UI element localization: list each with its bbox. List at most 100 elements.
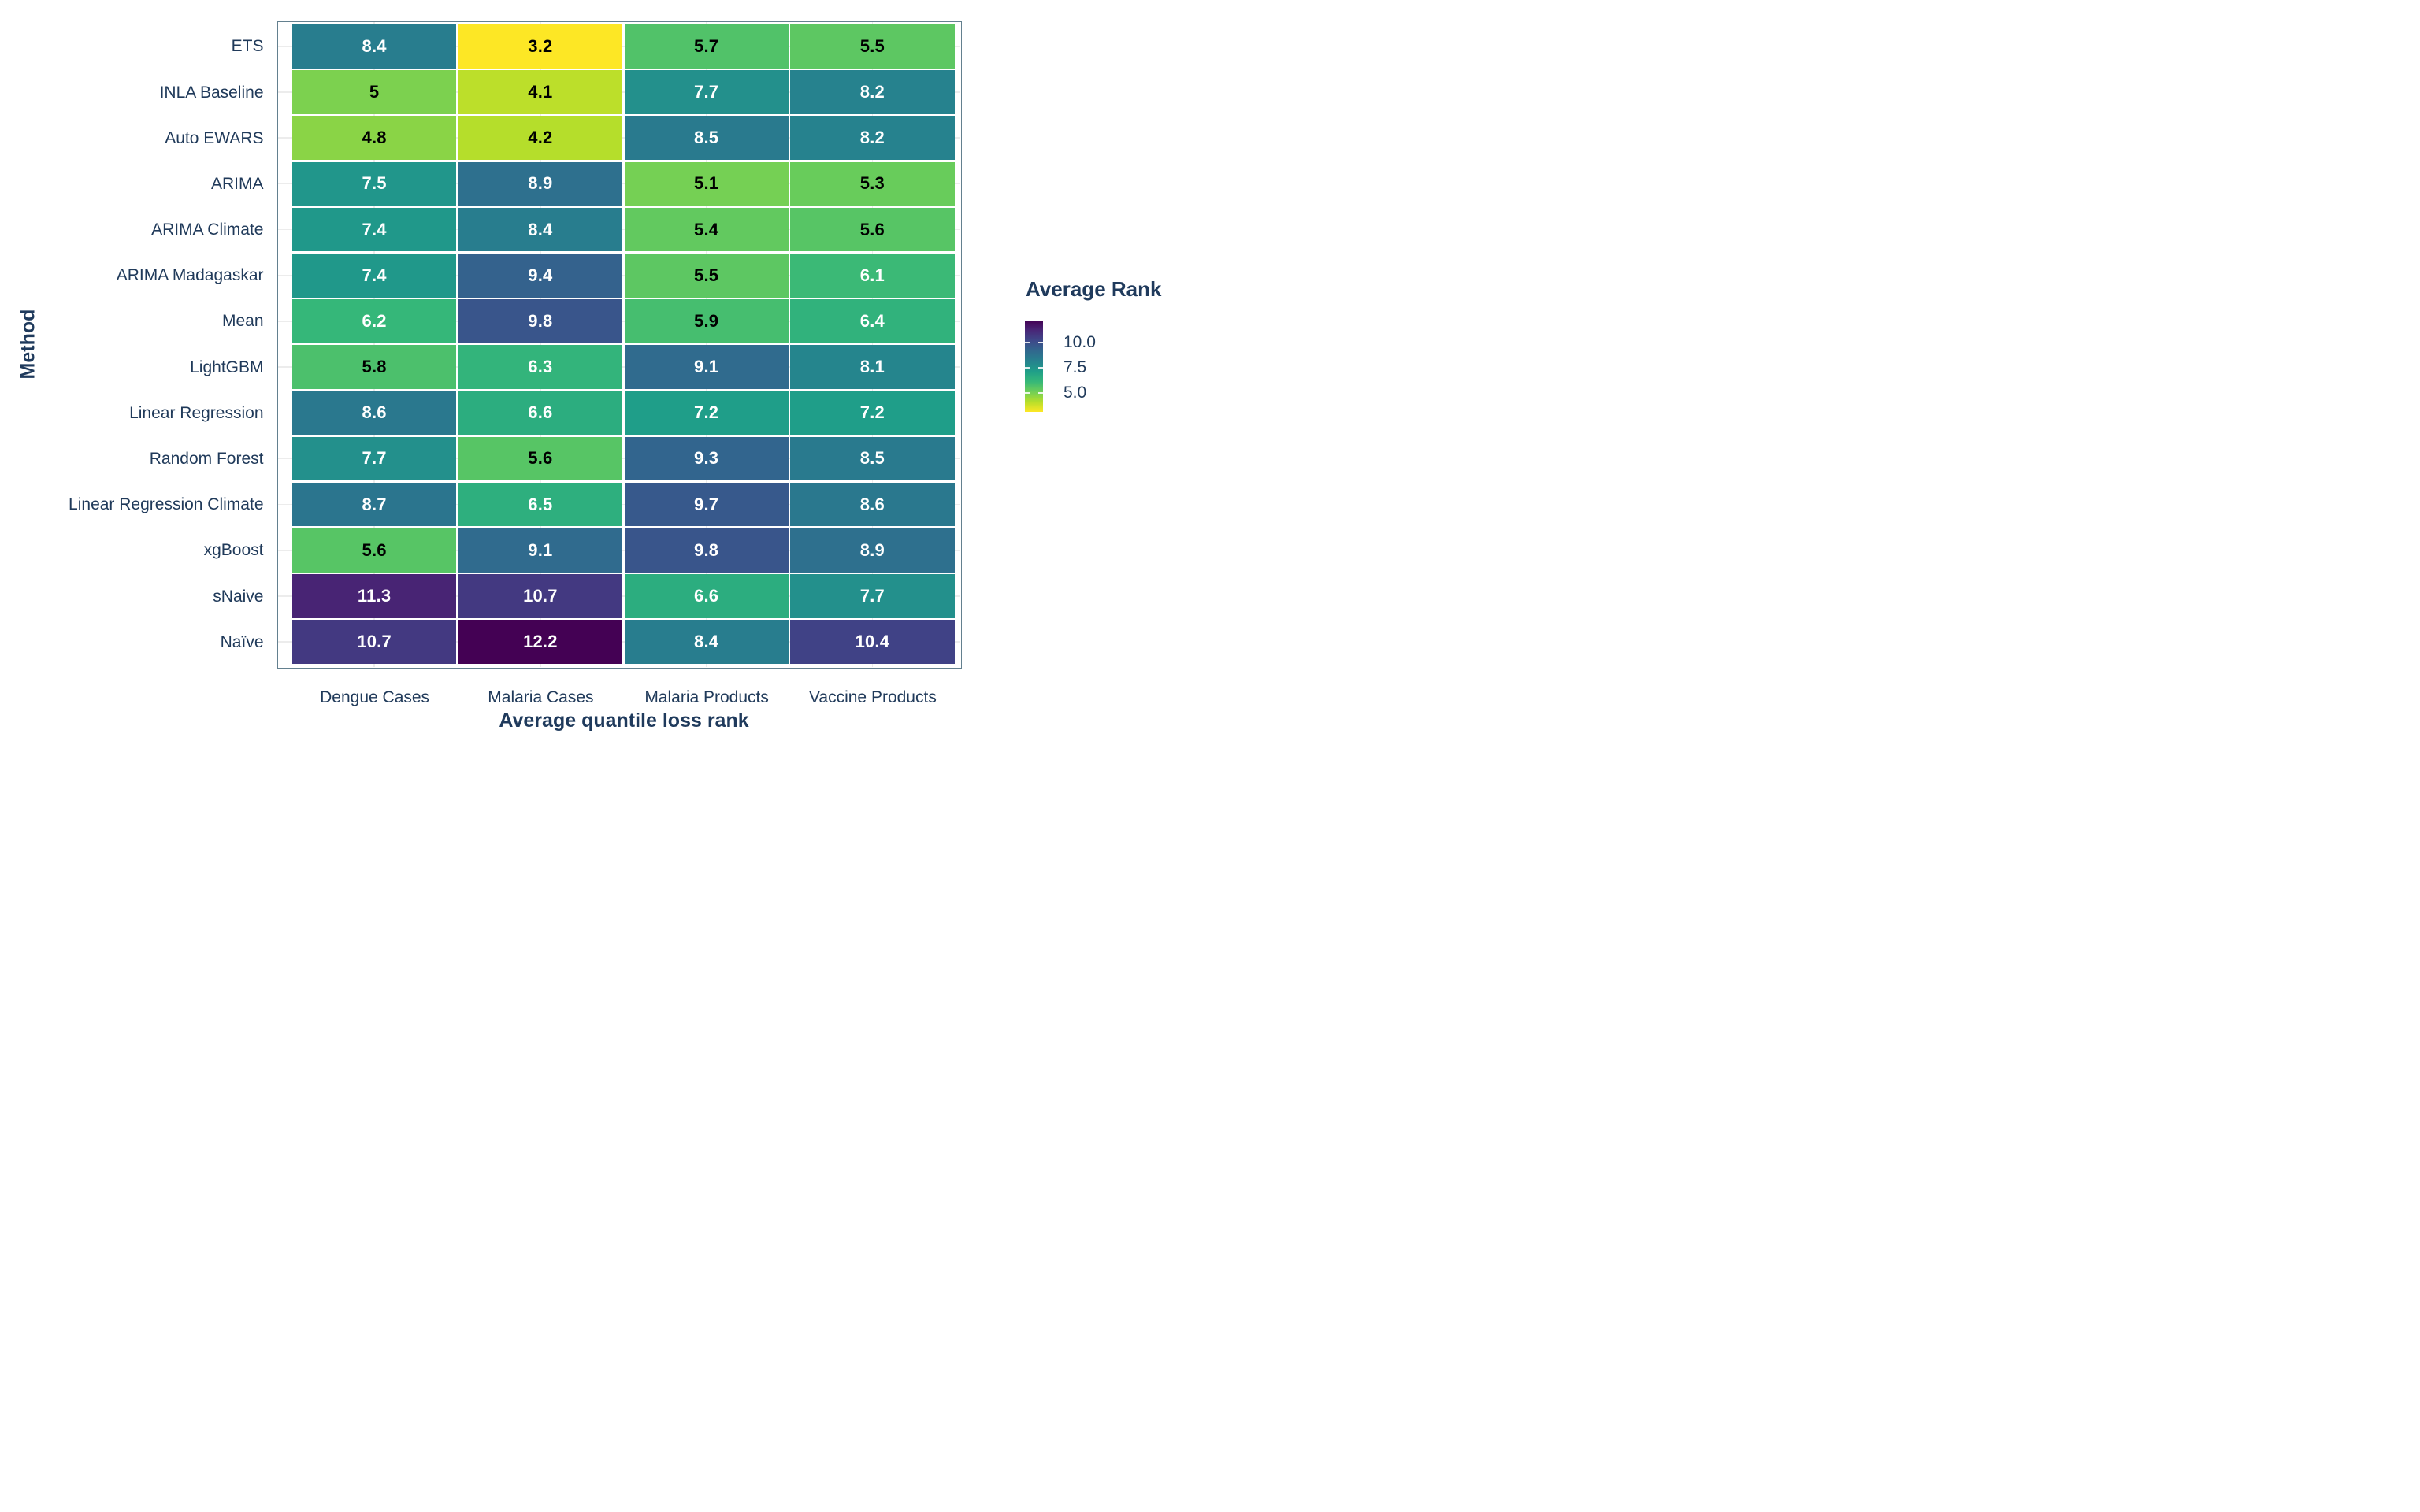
cell-value: 4.2	[528, 128, 553, 148]
y-tick-label: Linear Regression	[129, 403, 264, 422]
cell-value: 10.7	[523, 585, 558, 606]
y-tick-label: INLA Baseline	[159, 83, 264, 102]
heatmap-cell: 5.6	[292, 528, 457, 573]
x-tick-label: Malaria Products	[644, 688, 769, 706]
heatmap-cell: 8.6	[292, 391, 457, 435]
y-tick-label: Naïve	[220, 632, 264, 651]
y-tick-label: ARIMA Madagaskar	[116, 266, 264, 285]
legend-tick-label: 5.0	[1063, 384, 1087, 402]
cell-value: 5.6	[859, 219, 885, 239]
y-tick-label: sNaive	[213, 587, 264, 606]
heatmap-cell: 7.5	[292, 161, 457, 206]
cell-value: 5	[369, 82, 380, 102]
heatmap-cell: 8.2	[790, 70, 955, 114]
heatmap-cell: 7.4	[292, 253, 457, 298]
x-axis-tick-labels: Dengue Cases Malaria Cases Malaria Product…	[0, 688, 1210, 709]
cell-value: 9.8	[694, 539, 719, 560]
heatmap-cell: 4.2	[458, 116, 622, 161]
colorbar-tick	[1037, 367, 1043, 369]
cell-value: 7.2	[694, 402, 719, 423]
cell-value: 7.7	[859, 585, 885, 606]
cell-value: 8.7	[362, 494, 387, 514]
heatmap-cell: 9.3	[624, 436, 789, 481]
cell-value: 8.9	[859, 539, 885, 560]
cell-value: 7.5	[362, 173, 387, 194]
cell-value: 7.7	[362, 448, 387, 469]
heatmap-cell: 8.5	[624, 116, 789, 161]
cell-value: 9.1	[694, 357, 719, 377]
heatmap-cell: 5.4	[624, 207, 789, 252]
heatmap-cell: 6.6	[624, 574, 789, 618]
legend-tick-label: 10.0	[1063, 332, 1096, 351]
cell-value: 5.1	[694, 173, 719, 194]
y-tick-label: ARIMA	[210, 174, 264, 193]
y-tick-label: Random Forest	[149, 449, 264, 468]
heatmap-cell: 10.7	[458, 574, 622, 618]
heatmap-cell: 8.4	[624, 620, 789, 664]
legend-colorbar	[1025, 320, 1043, 412]
cell-value: 9.8	[528, 310, 553, 331]
cell-value: 8.4	[528, 219, 553, 239]
heatmap-figure: Method ETS INLA Baseline Auto EWARS ARIMA AR…	[0, 0, 1210, 756]
cell-value: 8.2	[859, 128, 885, 148]
heatmap-cell: 8.1	[790, 345, 955, 389]
cell-value: 7.4	[362, 265, 387, 285]
heatmap-cell: 6.6	[458, 391, 622, 435]
gridline-vertical	[540, 21, 541, 667]
cell-value: 5.7	[694, 35, 719, 56]
heatmap-cell: 5.6	[458, 436, 622, 481]
x-tick-label: Malaria Cases	[488, 688, 594, 706]
cell-value: 5.4	[694, 219, 719, 239]
x-tick-label: Dengue Cases	[320, 688, 430, 706]
y-tick-label: Mean	[221, 312, 264, 331]
heatmap-cell: 10.7	[292, 620, 457, 664]
heatmap-cell: 7.7	[624, 70, 789, 114]
heatmap-cells: 8.4 3.2 5.7 5.5 5 4.1 7.7 8.2 4.8 4.2 8.5 8.2 7.5 8.9…	[292, 24, 955, 664]
cell-value: 8.1	[859, 357, 885, 377]
cell-value: 6.6	[694, 585, 719, 606]
cell-value: 12.2	[523, 632, 558, 652]
heatmap-cell: 8.4	[458, 207, 622, 252]
heatmap-cell: 5.6	[790, 207, 955, 252]
heatmap-cell: 9.4	[458, 253, 622, 298]
heatmap-cell: 8.2	[790, 116, 955, 161]
colorbar-tick	[1025, 342, 1030, 343]
cell-value: 8.2	[859, 82, 885, 102]
heatmap-cell: 4.8	[292, 116, 457, 161]
cell-value: 9.4	[528, 265, 553, 285]
heatmap-cell: 5.5	[790, 24, 955, 69]
gridline-vertical	[705, 21, 707, 667]
cell-value: 9.7	[694, 494, 719, 514]
heatmap-cell: 7.4	[292, 207, 457, 252]
cell-value: 8.6	[859, 494, 885, 514]
cell-value: 7.2	[859, 402, 885, 423]
cell-value: 11.3	[357, 585, 392, 606]
cell-value: 5.5	[859, 35, 885, 56]
cell-value: 5.3	[859, 173, 885, 194]
cell-value: 9.1	[528, 539, 553, 560]
cell-value: 7.4	[362, 219, 387, 239]
cell-value: 6.2	[362, 310, 387, 331]
heatmap-cell: 7.2	[790, 391, 955, 435]
heatmap-cell: 7.7	[292, 436, 457, 481]
cell-value: 10.7	[357, 632, 392, 652]
heatmap-cell: 5.9	[624, 299, 789, 343]
heatmap-cell: 10.4	[790, 620, 955, 664]
heatmap-cell: 9.8	[458, 299, 622, 343]
y-axis-tick-labels: ETS INLA Baseline Auto EWARS ARIMA ARIMA Cli…	[0, 21, 264, 669]
heatmap-cell: 3.2	[458, 24, 622, 69]
cell-value: 6.4	[859, 310, 885, 331]
cell-value: 10.4	[855, 632, 890, 652]
gridline-vertical	[871, 21, 874, 667]
cell-value: 3.2	[528, 35, 553, 56]
colorbar-tick	[1037, 392, 1043, 395]
y-tick-label: Linear Regression Climate	[69, 495, 264, 514]
y-tick-label: Auto EWARS	[165, 128, 264, 147]
heatmap-cell: 6.5	[458, 482, 622, 527]
heatmap-cell: 5.7	[624, 24, 789, 69]
heatmap-cell: 7.7	[790, 574, 955, 618]
cell-value: 8.5	[694, 128, 719, 148]
cell-value: 8.5	[859, 448, 885, 469]
plot-panel: 8.4 3.2 5.7 5.5 5 4.1 7.7 8.2 4.8 4.2 8.5 8.2 7.5 8.9…	[277, 20, 962, 669]
heatmap-cell: 5.5	[624, 253, 789, 298]
